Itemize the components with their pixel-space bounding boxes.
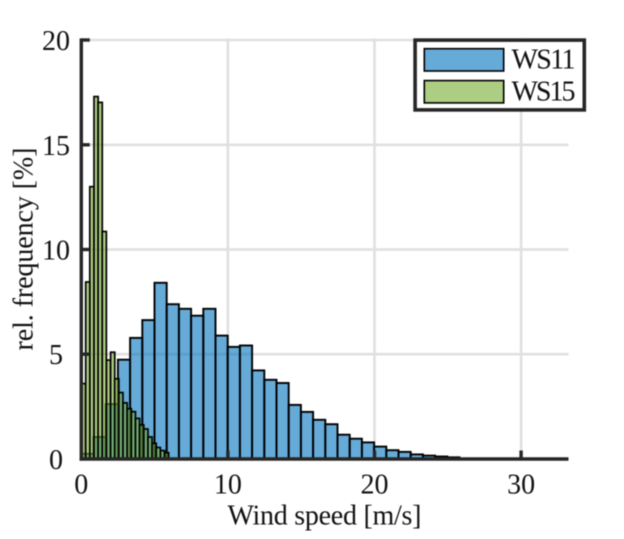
svg-text:20: 20 (42, 26, 70, 57)
svg-text:0: 0 (74, 470, 88, 501)
svg-text:5: 5 (49, 340, 63, 371)
svg-text:0: 0 (49, 445, 63, 476)
svg-text:20: 20 (361, 470, 389, 501)
svg-text:rel. frequency [%]: rel. frequency [%] (9, 148, 40, 351)
svg-text:WS15: WS15 (512, 76, 576, 107)
svg-text:10: 10 (214, 470, 242, 501)
svg-text:10: 10 (42, 236, 70, 267)
svg-text:15: 15 (42, 131, 70, 162)
svg-text:30: 30 (507, 470, 535, 501)
svg-text:Wind speed [m/s]: Wind speed [m/s] (228, 501, 422, 532)
svg-text:WS11: WS11 (512, 44, 576, 75)
